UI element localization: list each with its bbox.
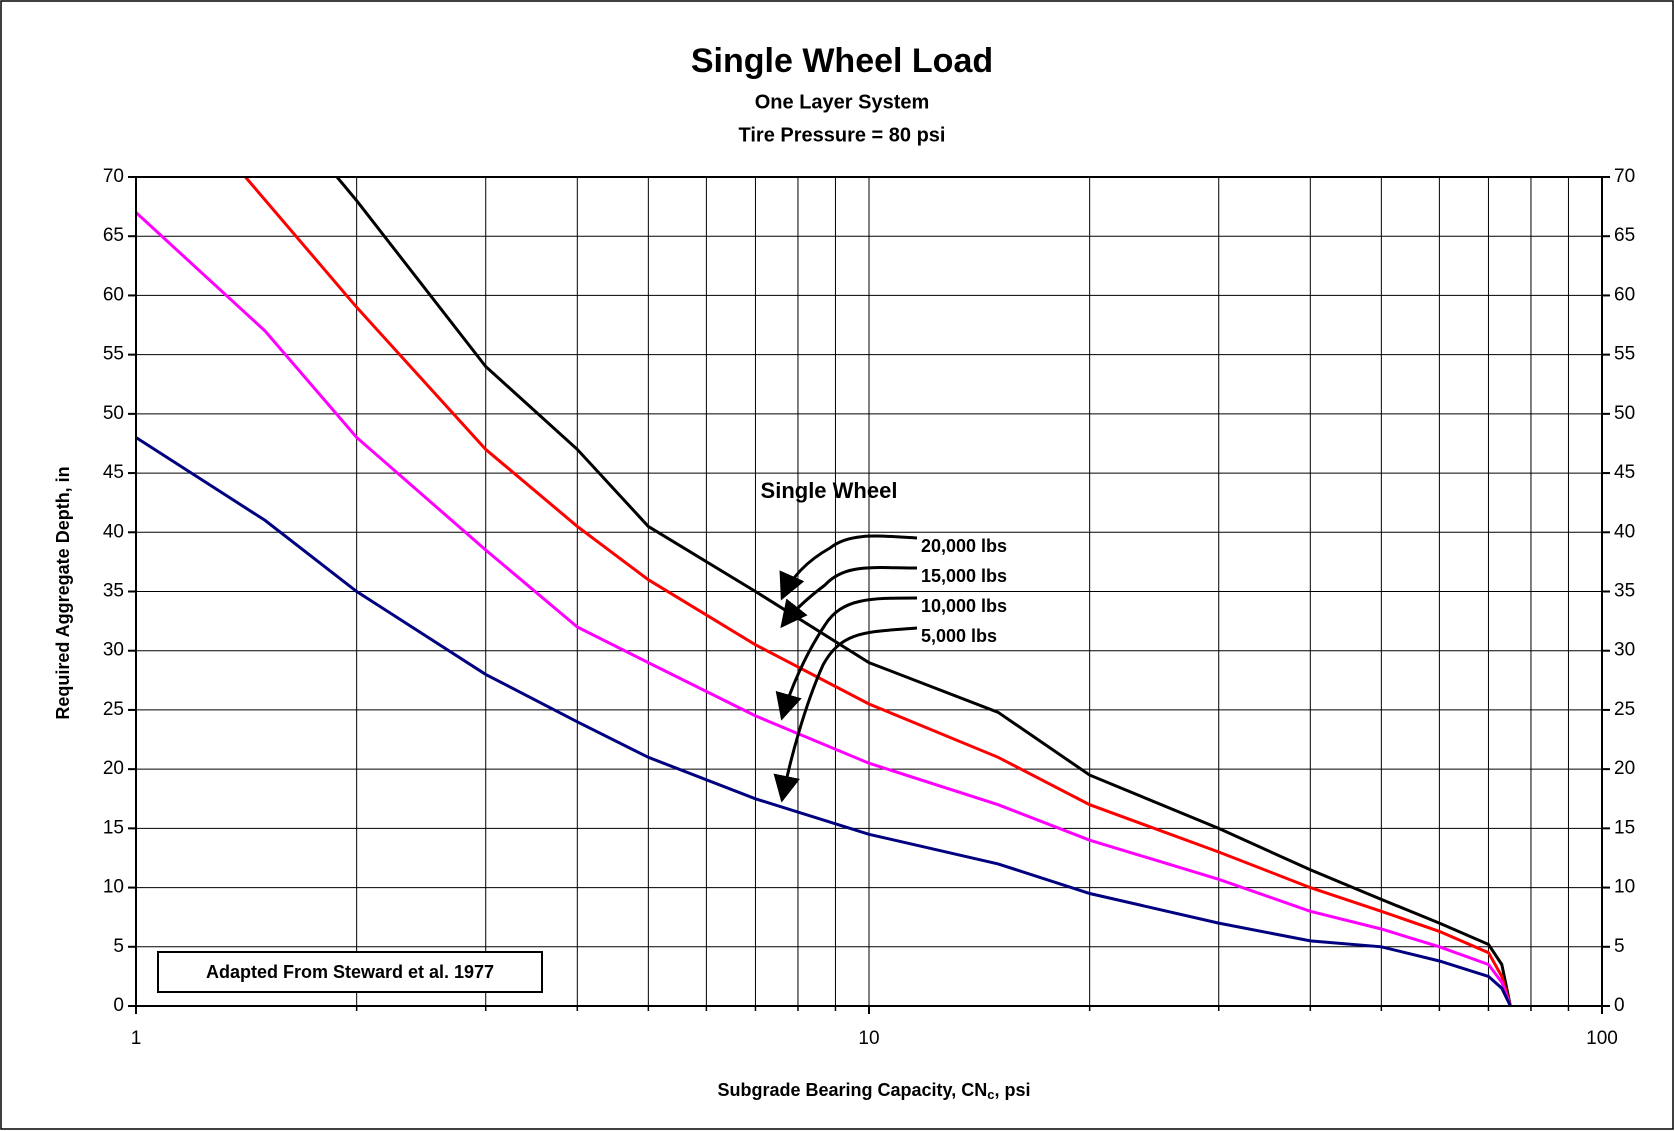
legend-label: 10,000 lbs [921,596,1007,616]
y2-tick-label: 30 [1614,640,1635,661]
series-line [335,177,1512,1006]
y-tick-label: 50 [103,403,124,424]
y-tick-label: 65 [103,225,124,246]
y2-tick-label: 70 [1614,166,1635,187]
x-axis-label: Subgrade Bearing Capacity, CNc, psi [718,1080,1031,1103]
arrow [779,534,918,601]
x-tick-label: 100 [1586,1028,1618,1049]
y2-tick-label: 15 [1614,817,1635,838]
y2-tick-label: 65 [1614,225,1635,246]
y2-tick-label: 10 [1614,877,1635,898]
y2-tick-label: 35 [1614,581,1635,602]
annotation: Single Wheel [761,478,898,503]
y-tick-label: 45 [103,462,124,483]
y2-tick-label: 5 [1614,936,1625,957]
y-tick-label: 40 [103,521,124,542]
note: Adapted From Steward et al. 1977 [206,962,494,982]
y-tick-label: 15 [103,817,124,838]
subtitle: Tire Pressure = 80 psi [739,124,946,146]
y2-tick-label: 50 [1614,403,1635,424]
y-axis-label: Required Aggregate Depth, in [53,466,73,719]
arrow [780,566,918,629]
y-tick-label: 20 [103,758,124,779]
series-line [136,436,1512,1006]
y-tick-label: 0 [113,995,124,1016]
y2-tick-label: 0 [1614,995,1625,1016]
legend-label: 5,000 lbs [921,626,997,646]
y-tick-label: 35 [103,581,124,602]
series-line [244,177,1512,1006]
arrow [773,626,918,803]
note-box [157,951,543,993]
legend-label: 15,000 lbs [921,566,1007,586]
y2-tick-label: 55 [1614,344,1635,365]
y-tick-label: 30 [103,640,124,661]
chart-title: Single Wheel Load [691,42,993,80]
y2-tick-label: 45 [1614,462,1635,483]
y-tick-label: 5 [113,936,124,957]
y-tick-label: 55 [103,344,124,365]
y-tick-label: 70 [103,166,124,187]
y2-tick-label: 60 [1614,284,1635,305]
arrows [773,534,918,803]
y-tick-label: 10 [103,877,124,898]
x-tick-label: 10 [858,1028,879,1049]
y2-tick-label: 20 [1614,758,1635,779]
plot-border [135,176,1603,1007]
y-tick-label: 25 [103,699,124,720]
y-tick-label: 60 [103,284,124,305]
subtitle: One Layer System [755,91,930,113]
arrow [775,596,918,721]
legend-label: 20,000 lbs [921,536,1007,556]
y2-tick-label: 25 [1614,699,1635,720]
series-line [136,211,1512,1006]
x-tick-label: 1 [131,1028,142,1049]
y2-tick-label: 40 [1614,521,1635,542]
